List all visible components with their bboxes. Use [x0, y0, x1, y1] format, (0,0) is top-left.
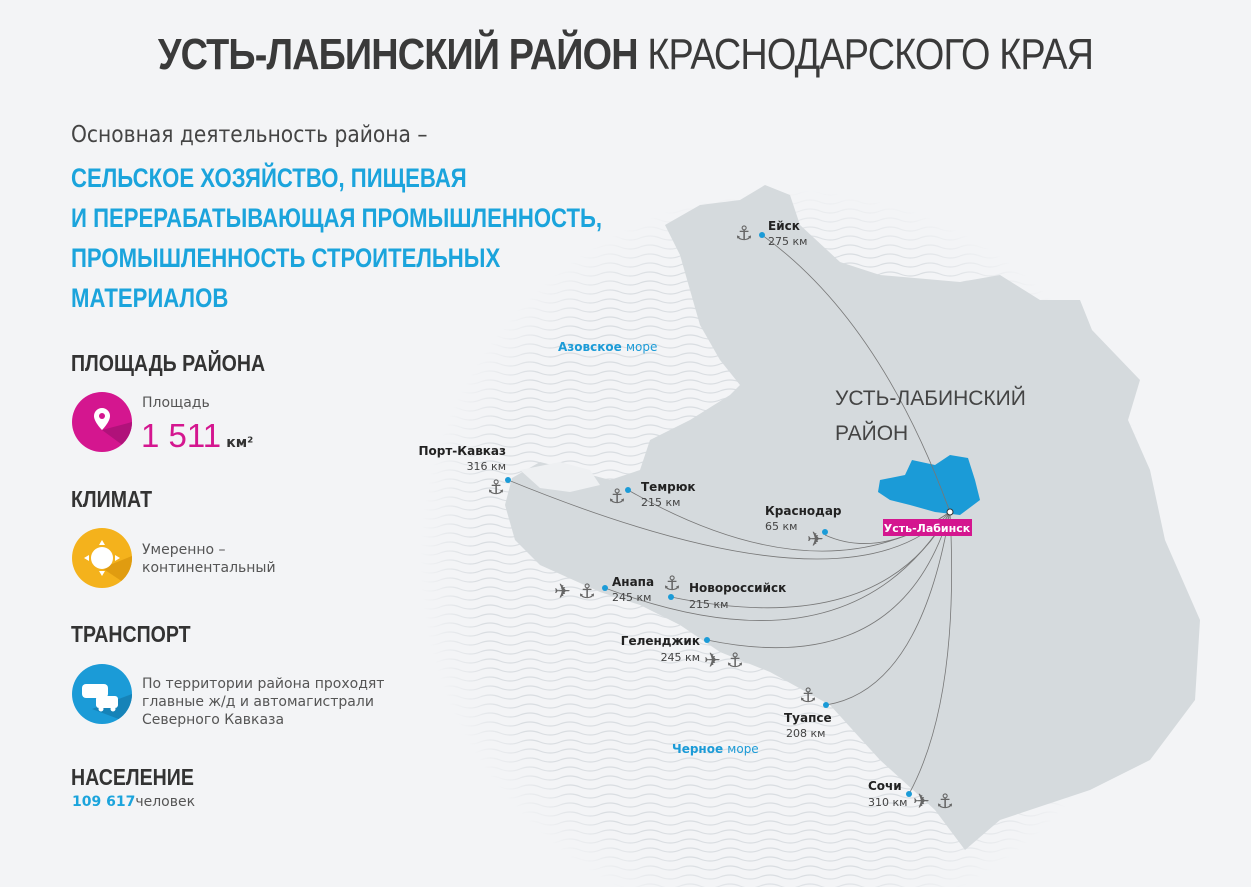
anchor-icon: ⚓ — [735, 221, 753, 245]
sun-icon — [72, 528, 132, 588]
population-value: 109 617человек — [72, 794, 196, 810]
azov-sea-label: Азовское море — [558, 340, 657, 354]
ust-labinsk-dot — [946, 508, 954, 516]
city-name: Ейск — [768, 219, 800, 233]
anchor-icon: ⚓ — [578, 579, 596, 603]
anchor-icon: ⚓ — [726, 648, 744, 672]
area-value: 1 511 км² — [141, 417, 254, 454]
plane-icon: ✈ — [704, 648, 721, 672]
page-title: УСТЬ-ЛАБИНСКИЙ РАЙОН КРАСНОДАРСКОГО КРАЯ — [157, 30, 1094, 79]
black-sea-label: Черное море — [672, 742, 759, 756]
transport-heading: ТРАНСПОРТ — [71, 621, 191, 647]
plane-icon: ✈ — [554, 579, 571, 603]
city-dots — [505, 232, 912, 797]
city-distance: 275 км — [768, 235, 807, 248]
population-heading: НАСЕЛЕНИЕ — [71, 764, 194, 790]
transport-text: По территории района проходят главные ж/д… — [142, 676, 385, 728]
center-city-label: Усть-Лабинск — [884, 522, 971, 535]
city-distance: 65 км — [765, 520, 797, 533]
city-distance: 310 км — [868, 796, 907, 809]
city-name: Туапсе — [784, 711, 832, 725]
route-novorossiysk — [670, 511, 951, 609]
route-gelendzhik — [706, 511, 951, 649]
transport-icons: ⚓ ⚓ ⚓ ✈ ✈ ⚓ ⚓ ✈ ⚓ ⚓ ✈ ⚓ — [487, 221, 954, 813]
route-tuapse — [825, 511, 951, 706]
city-labels: Ейск 275 км Порт-Кавказ 316 км Темрюк 21… — [418, 219, 907, 809]
city-name: Сочи — [868, 779, 902, 793]
anchor-icon: ⚓ — [608, 484, 626, 508]
krasnodar-krai-land — [505, 185, 1200, 850]
city-distance: 215 км — [689, 598, 728, 611]
area-heading: ПЛОЩАДЬ РАЙОНА — [71, 350, 266, 376]
azov-lagoon — [520, 462, 600, 492]
route-yeysk — [761, 234, 951, 513]
city-name: Краснодар — [765, 504, 842, 518]
anchor-icon: ⚓ — [936, 789, 954, 813]
city-name: Геленджик — [621, 634, 700, 648]
city-distance: 208 км — [786, 727, 825, 740]
city-distance: 215 км — [641, 496, 680, 509]
city-distance: 245 км — [612, 591, 651, 604]
city-name: Темрюк — [641, 480, 696, 494]
anchor-icon: ⚓ — [799, 683, 817, 707]
city-name: Анапа — [612, 575, 654, 589]
climate-text: Умеренно – континентальный — [142, 542, 276, 576]
city-name: Порт-Кавказ — [418, 444, 506, 458]
city-distance: 316 км — [467, 460, 506, 473]
main-activity: СЕЛЬСКОЕ ХОЗЯЙСТВО, ПИЩЕВАЯ И ПЕРЕРАБАТЫВ… — [71, 163, 603, 313]
lead-text: Основная деятельность района – — [71, 122, 428, 148]
map-pin-icon — [72, 392, 132, 452]
train-car-icon — [72, 664, 132, 724]
route-port-kavkaz — [507, 479, 951, 560]
district-label: РАЙОН — [835, 421, 908, 445]
plane-icon: ✈ — [913, 789, 930, 813]
anchor-icon: ⚓ — [663, 571, 681, 595]
plane-icon: ✈ — [807, 527, 824, 551]
anchor-icon: ⚓ — [487, 475, 505, 499]
ust-labinsky-district — [878, 455, 980, 515]
area-label: Площадь — [142, 395, 210, 411]
city-name: Новороссийск — [689, 581, 786, 595]
route-sochi — [908, 511, 953, 795]
center-city-badge — [883, 519, 972, 536]
city-distance: 245 км — [661, 651, 700, 664]
district-label: УСТЬ-ЛАБИНСКИЙ — [835, 386, 1026, 410]
climate-heading: КЛИМАТ — [71, 486, 153, 512]
